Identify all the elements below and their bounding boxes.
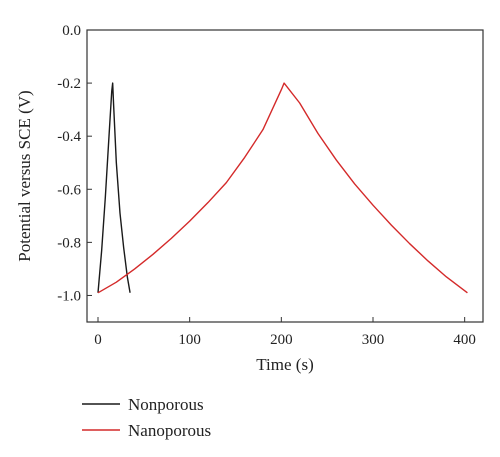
x-axis: 0 100 200 300 400 bbox=[94, 317, 476, 348]
x-tick-label: 200 bbox=[270, 332, 293, 348]
y-tick-label: -0.8 bbox=[57, 235, 81, 251]
y-tick-label: -0.2 bbox=[57, 76, 81, 92]
plot-area-border bbox=[86, 29, 484, 323]
x-tick-label: 0 bbox=[94, 332, 102, 348]
series-layer bbox=[97, 82, 468, 294]
x-tick-label: 400 bbox=[453, 332, 476, 348]
legend-label: Nanoporous bbox=[128, 421, 211, 440]
x-tick-label: 300 bbox=[362, 332, 385, 348]
y-tick-label: -0.4 bbox=[57, 129, 81, 145]
y-tick-label: -1.0 bbox=[57, 288, 81, 304]
plot-frame bbox=[86, 29, 484, 323]
y-tick-label: -0.6 bbox=[57, 182, 81, 198]
legend: Nonporous Nanoporous bbox=[82, 395, 211, 440]
x-axis-label: Time (s) bbox=[256, 355, 313, 374]
y-tick-label: 0.0 bbox=[62, 23, 81, 39]
series-line-nonporous bbox=[97, 82, 131, 293]
series-line-nanoporous bbox=[97, 82, 468, 294]
x-tick-label: 100 bbox=[178, 332, 201, 348]
y-axis-label: Potential versus SCE (V) bbox=[15, 90, 34, 261]
legend-label: Nonporous bbox=[128, 395, 204, 414]
y-axis: 0.0 -0.2 -0.4 -0.6 -0.8 -1.0 bbox=[57, 23, 92, 304]
